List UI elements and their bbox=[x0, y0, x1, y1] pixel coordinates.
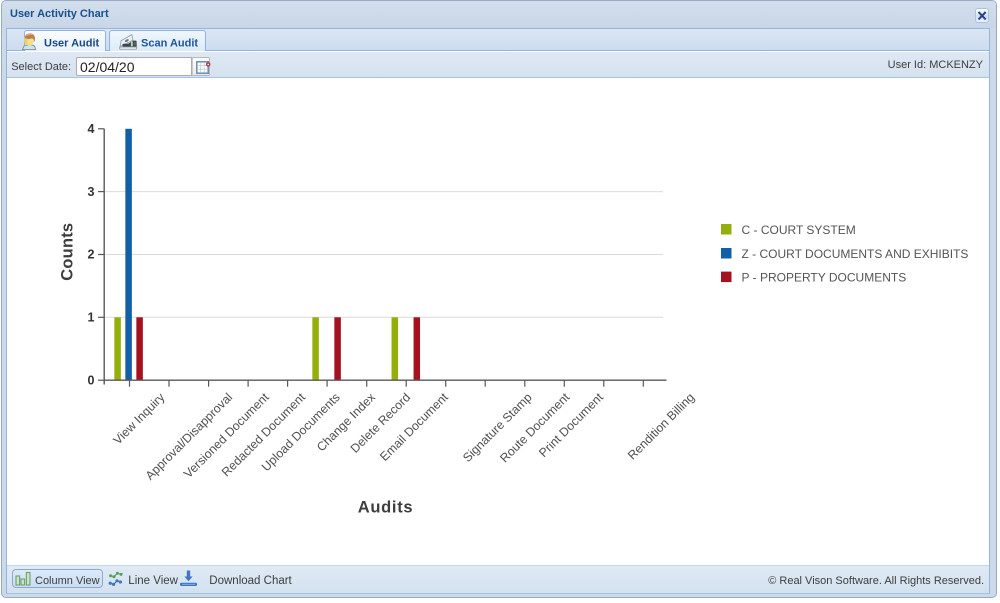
svg-text:View Inquiry: View Inquiry bbox=[110, 390, 168, 448]
svg-text:Download Chart: Download Chart bbox=[209, 575, 292, 587]
svg-text:P - PROPERTY DOCUMENTS: P - PROPERTY DOCUMENTS bbox=[742, 270, 907, 284]
svg-text:C - COURT SYSTEM: C - COURT SYSTEM bbox=[742, 223, 856, 237]
svg-text:2: 2 bbox=[88, 248, 95, 262]
svg-text:Column View: Column View bbox=[35, 575, 100, 587]
svg-text:Signature Stamp: Signature Stamp bbox=[460, 390, 535, 465]
svg-text:Rendition Billing: Rendition Billing bbox=[625, 390, 697, 462]
svg-text:Scan Audit: Scan Audit bbox=[141, 38, 198, 50]
svg-text:Email Document: Email Document bbox=[377, 390, 451, 464]
svg-text:Line View: Line View bbox=[128, 575, 178, 587]
svg-text:User Audit: User Audit bbox=[44, 38, 100, 50]
svg-text:Z - COURT DOCUMENTS AND EXHIBI: Z - COURT DOCUMENTS AND EXHIBITS bbox=[742, 247, 969, 261]
svg-text:Audits: Audits bbox=[358, 498, 414, 516]
svg-text:© Real Vison Software. All Rig: © Real Vison Software. All Rights Reserv… bbox=[768, 575, 984, 587]
svg-text:4: 4 bbox=[88, 122, 95, 136]
svg-text:Counts: Counts bbox=[59, 223, 77, 281]
svg-text:3: 3 bbox=[88, 185, 95, 199]
svg-text:0: 0 bbox=[88, 373, 95, 387]
svg-text:1: 1 bbox=[88, 311, 95, 325]
